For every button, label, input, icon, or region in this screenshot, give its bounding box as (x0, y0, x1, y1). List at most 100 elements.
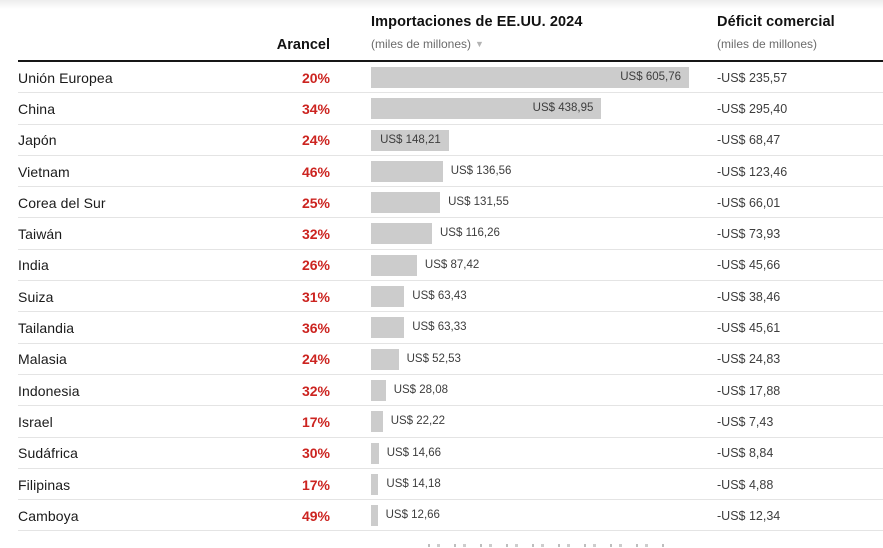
column-header-deficit: Déficit comercial (miles de millones) (717, 0, 883, 62)
row-divider (18, 342, 883, 344)
imports-bar (371, 473, 379, 495)
imports-bar (371, 254, 417, 276)
table-row: Israel 17% US$ 22,22 -US$ 7,43 (0, 406, 883, 438)
country-label: Suiza (18, 288, 54, 305)
imports-bar (371, 67, 689, 88)
country-label: Unión Europea (18, 69, 113, 86)
country-label: Filipinas (18, 476, 71, 493)
row-divider (18, 217, 883, 219)
tariff-value: 31% (301, 288, 330, 305)
deficit-value: -US$ 38,46 (717, 289, 781, 304)
imports-value-label: US$ 22,22 (390, 415, 446, 428)
deficit-header-unit: (miles de millones) (717, 37, 818, 51)
table-body: Unión Europea 20% US$ 605,76 -US$ 235,57… (0, 62, 883, 532)
imports-value-label: US$ 63,43 (412, 290, 467, 303)
imports-bar-cell: US$ 52,53 (371, 344, 717, 375)
country-label: China (18, 100, 56, 117)
table-row: China 34% US$ 438,95 -US$ 295,40 (0, 93, 883, 125)
column-header-imports: Importaciones de EE.UU. 2024 (miles de m… (371, 0, 717, 62)
table-row: Malasia 24% US$ 52,53 -US$ 24,83 (0, 344, 883, 375)
row-divider (18, 373, 883, 375)
imports-value-label: US$ 12,66 (385, 509, 440, 522)
table-row: Indonesia 32% US$ 28,08 -US$ 17,88 (0, 375, 883, 407)
imports-bar (371, 286, 405, 308)
imports-bar-cell: US$ 605,76 (371, 62, 717, 93)
imports-value-label: US$ 438,95 (532, 102, 594, 115)
table-row: India 26% US$ 87,42 -US$ 45,66 (0, 250, 883, 282)
imports-bar (371, 317, 405, 339)
deficit-value: -US$ 7,43 (717, 414, 774, 429)
header-rule (18, 59, 883, 62)
row-divider (18, 467, 883, 469)
deficit-value: -US$ 4,88 (717, 477, 774, 492)
deficit-value: -US$ 17,88 (717, 383, 781, 398)
table-row: Vietnam 46% US$ 136,56 -US$ 123,46 (0, 156, 883, 188)
tariff-value: 17% (301, 413, 330, 430)
tariff-value: 24% (301, 351, 330, 368)
imports-bar (371, 192, 441, 214)
tariff-value: 32% (301, 226, 330, 243)
imports-value-label: US$ 87,42 (424, 258, 480, 271)
row-divider (18, 280, 883, 282)
row-divider (18, 154, 883, 156)
table-row: Filipinas 17% US$ 14,18 -US$ 4,88 (0, 469, 883, 501)
imports-bar-cell: US$ 438,95 (371, 93, 717, 124)
row-divider (18, 436, 883, 438)
imports-bar-cell: US$ 28,08 (371, 375, 717, 406)
table-row: Unión Europea 20% US$ 605,76 -US$ 235,57 (0, 62, 883, 94)
country-label: Israel (18, 413, 53, 430)
imports-header-title: Importaciones de EE.UU. 2024 (371, 14, 583, 30)
table-header: Arancel Importaciones de EE.UU. 2024 (mi… (0, 0, 883, 62)
imports-bar (371, 505, 378, 527)
imports-header-unit[interactable]: (miles de millones) ▼ (371, 37, 484, 51)
tariff-value: 24% (301, 132, 330, 149)
country-label: Taiwán (18, 226, 63, 243)
country-label: Malasia (18, 351, 67, 368)
row-divider (18, 92, 883, 94)
deficit-value: -US$ 12,34 (717, 508, 781, 523)
table-row: Camboya 49% US$ 12,66 -US$ 12,34 (0, 500, 883, 532)
country-label: Indonesia (18, 382, 80, 399)
table-row: Sudáfrica 30% US$ 14,66 -US$ 8,84 (0, 438, 883, 469)
country-label: Tailandia (18, 320, 75, 337)
row-divider (18, 186, 883, 188)
row-divider (18, 248, 883, 250)
sort-descending-icon[interactable]: ▼ (475, 39, 484, 49)
row-divider (18, 530, 883, 532)
imports-value-label: US$ 14,18 (386, 477, 441, 490)
country-label: Sudáfrica (18, 445, 79, 462)
tariff-value: 34% (301, 100, 330, 117)
imports-bar-cell: US$ 116,26 (371, 218, 717, 249)
deficit-value: -US$ 24,83 (717, 352, 781, 367)
imports-value-label: US$ 63,33 (412, 321, 467, 334)
imports-bar-cell: US$ 14,18 (371, 469, 717, 500)
imports-bar (371, 411, 383, 433)
imports-value-label: US$ 605,76 (620, 71, 681, 83)
deficit-value: -US$ 235,57 (717, 70, 788, 85)
deficit-value: -US$ 66,01 (717, 195, 781, 210)
imports-bar-cell: US$ 63,43 (371, 281, 717, 312)
imports-value-label: US$ 52,53 (406, 352, 461, 365)
clipped-footer-glyph-tops (428, 544, 666, 547)
tariff-value: 32% (301, 382, 330, 399)
tariff-value: 30% (301, 445, 330, 462)
country-label: Japón (18, 132, 57, 149)
table-row: Japón 24% US$ 148,21 -US$ 68,47 (0, 125, 883, 156)
tariff-value: 46% (301, 163, 330, 180)
imports-bar (371, 348, 399, 370)
imports-bar-cell: US$ 63,33 (371, 312, 717, 343)
imports-bar (371, 223, 432, 245)
deficit-header-title: Déficit comercial (717, 14, 835, 30)
column-header-tariff: Arancel (276, 37, 330, 53)
row-divider (18, 499, 883, 501)
row-divider (18, 123, 883, 125)
tariff-value: 36% (301, 320, 330, 337)
deficit-value: -US$ 123,46 (717, 164, 788, 179)
table-row: Corea del Sur 25% US$ 131,55 -US$ 66,01 (0, 187, 883, 219)
tariff-value: 49% (301, 507, 330, 524)
imports-value-label: US$ 14,66 (386, 446, 442, 459)
clipped-footer-text (428, 543, 666, 548)
imports-bar-cell: US$ 12,66 (371, 500, 717, 531)
imports-bar-cell: US$ 131,55 (371, 187, 717, 218)
